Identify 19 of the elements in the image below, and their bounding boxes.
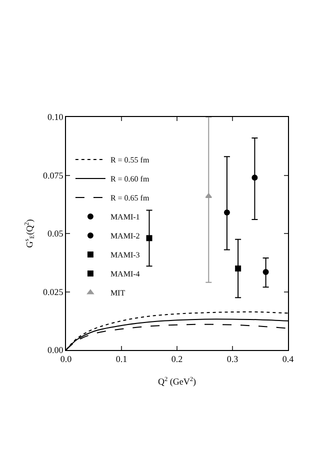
legend-label: MIT: [110, 288, 126, 298]
legend-label: MAMI-1: [110, 212, 140, 222]
legend-label: MAMI-4: [110, 270, 140, 279]
y-tick-label: 0.05: [47, 228, 64, 239]
x-tick-label: 0.0: [60, 354, 72, 364]
legend-label: MAMI-2: [110, 232, 140, 241]
x-tick-label: 0.1: [116, 354, 128, 364]
y-tick-label: 0.075: [42, 170, 64, 180]
legend-label: MAMI-3: [110, 250, 140, 260]
x-axis-title: Q$^{2}$ (GeV$^{2}$): [158, 376, 196, 387]
legend-label: R = 0.55 fm: [110, 156, 150, 165]
y-tick-label: 0.025: [42, 286, 64, 297]
legend-label: R = 0.60 fm: [110, 174, 150, 184]
x-tick-label: 0.2: [171, 354, 183, 364]
x-tick-label: 0.3: [226, 354, 239, 364]
y-tick-label: 0.10: [47, 112, 64, 122]
legend-label: R = 0.65 fm: [110, 194, 150, 203]
x-tick-label: 0.4: [282, 354, 294, 364]
y-tick-label: 0.00: [47, 345, 64, 356]
